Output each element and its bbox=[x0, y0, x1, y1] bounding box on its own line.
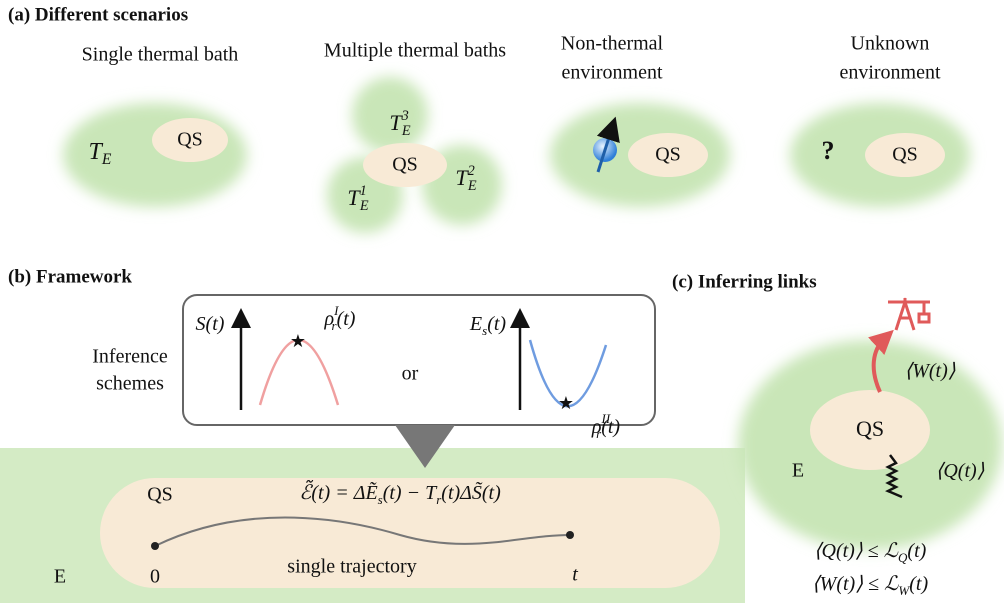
text-part: (t) bbox=[909, 573, 928, 595]
text-part: 1 bbox=[360, 183, 367, 199]
work-label: ⟨W(t)⟩ bbox=[904, 360, 955, 382]
star: ★ bbox=[290, 331, 306, 351]
text-part: ⟨Q(t)⟩ bbox=[936, 460, 985, 482]
start-label: 0 bbox=[150, 566, 160, 588]
system-label: QS bbox=[892, 144, 918, 166]
text-part: ⟨W(t)⟩ bbox=[904, 360, 955, 382]
bound: ⟨W(t)⟩ ≤ ℒW(t) bbox=[812, 573, 929, 598]
bound: ⟨Q(t)⟩ ≤ ℒQ(t) bbox=[814, 540, 927, 565]
text-part: (t) bbox=[907, 540, 926, 562]
endpoint bbox=[566, 531, 574, 539]
system-label: QS bbox=[147, 484, 173, 506]
unknown-mark: ? bbox=[822, 136, 835, 165]
text-part: (t) bbox=[337, 308, 356, 330]
panel-title: (c) Inferring links bbox=[672, 271, 817, 292]
text-part: 3 bbox=[401, 108, 409, 124]
text-part: 2 bbox=[468, 163, 475, 179]
panel-title: (b) Framework bbox=[8, 266, 132, 287]
scenario-label: Single thermal bath bbox=[82, 44, 239, 66]
text-part: E bbox=[359, 198, 369, 214]
equation: ℰ̃(t) = ΔẼs(t) − Tr(t)ΔS̃(t) bbox=[299, 479, 501, 507]
schemes-label: Inference bbox=[92, 346, 168, 368]
text-part: ? bbox=[822, 136, 835, 165]
scenario-label: Non-thermal bbox=[561, 33, 664, 55]
system-label: QS bbox=[655, 144, 681, 166]
scenario-label: environment bbox=[839, 62, 941, 84]
panel-title: (a) Different scenarios bbox=[8, 4, 188, 25]
text-part: ⟨Q(t)⟩ ≤ ℒ bbox=[814, 540, 899, 562]
trajectory-label: single trajectory bbox=[287, 556, 416, 578]
text-part: (t) bbox=[487, 313, 506, 335]
scenario-label: Multiple thermal baths bbox=[324, 40, 506, 62]
axis-label: Es(t) bbox=[469, 313, 506, 338]
scenario-label: environment bbox=[561, 62, 663, 84]
star: ★ bbox=[558, 393, 574, 413]
text-part: ⟨W(t)⟩ ≤ ℒ bbox=[812, 573, 899, 595]
text-part: E bbox=[469, 313, 482, 335]
environment-label: E bbox=[792, 460, 804, 482]
schemes-label: schemes bbox=[96, 373, 164, 395]
text-part: ℰ̃(t) = ΔẼ bbox=[299, 479, 377, 504]
system-label: QS bbox=[856, 416, 884, 441]
figure: ★ ★ (a) Different scenarios (b) Framewor… bbox=[0, 0, 1004, 603]
text-part: (t) − T bbox=[383, 482, 438, 504]
scenario-label: Unknown bbox=[851, 33, 930, 55]
text-part: E bbox=[101, 151, 112, 168]
system-label: QS bbox=[177, 129, 203, 151]
crane bbox=[888, 298, 930, 330]
scheme-box bbox=[183, 295, 655, 425]
connector-label: or bbox=[402, 363, 419, 385]
text-part: E bbox=[401, 123, 411, 139]
text-part: E bbox=[467, 178, 477, 194]
endpoint bbox=[151, 542, 159, 550]
axis-label: S(t) bbox=[196, 313, 225, 335]
text-part: (t)ΔS̃(t) bbox=[441, 480, 501, 503]
environment-label: E bbox=[54, 566, 66, 588]
end-label: t bbox=[572, 564, 578, 586]
heat-label: ⟨Q(t)⟩ bbox=[936, 460, 985, 482]
text-part: S(t) bbox=[196, 313, 225, 335]
text-part: (t) bbox=[601, 416, 620, 438]
system-label: QS bbox=[392, 154, 418, 176]
